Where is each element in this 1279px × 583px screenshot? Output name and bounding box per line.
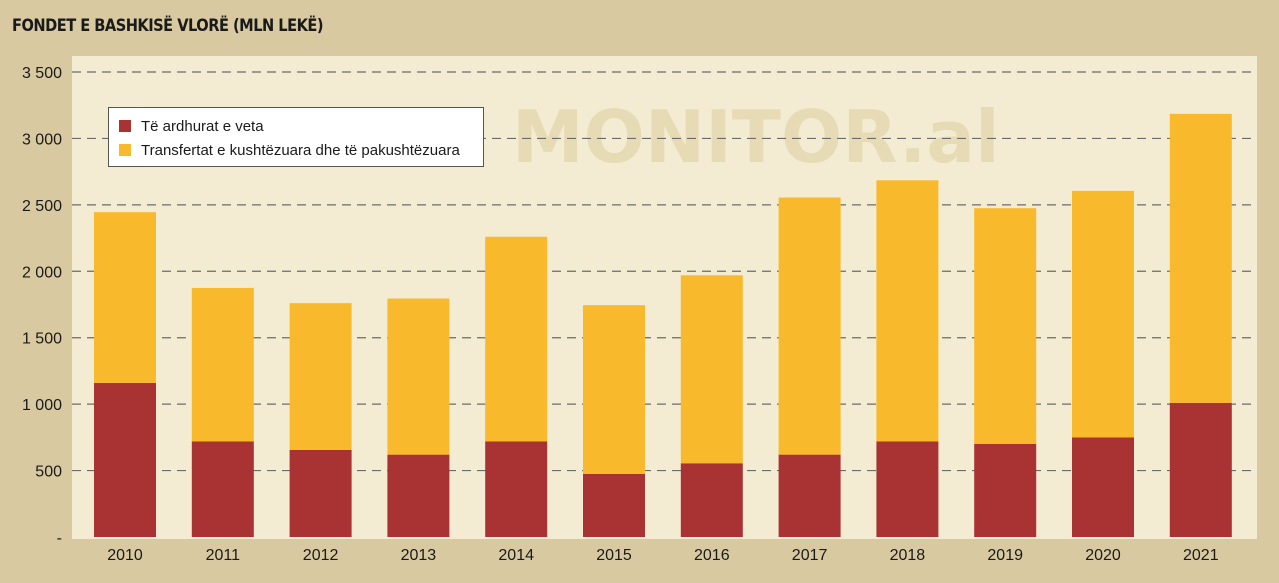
legend-item-transfers: Transfertat e kushtëzuara dhe të pakusht…: [119, 140, 460, 160]
bar-own-revenue: [289, 449, 352, 537]
bar-own-revenue: [191, 441, 254, 537]
bar-transfers: [876, 180, 939, 442]
bar-transfers: [1169, 113, 1232, 403]
bar-own-revenue: [974, 444, 1037, 537]
y-tick-label: 2 000: [22, 264, 62, 281]
bar-transfers: [778, 197, 841, 455]
y-tick-label: 2 500: [22, 198, 62, 215]
bar-own-revenue: [387, 454, 450, 537]
bar-own-revenue: [94, 382, 156, 537]
x-tick-label: 2012: [303, 547, 339, 564]
x-tick-label: 2020: [1085, 547, 1121, 564]
bars: [94, 113, 1232, 537]
x-tick-label: 2017: [792, 547, 828, 564]
bar-transfers: [94, 212, 156, 383]
bar-transfers: [191, 287, 254, 442]
x-axis-ticks: 2010 2011 2012 2013 2014 2015 2016 2017 2018 2019…: [107, 547, 1218, 564]
bar-own-revenue: [1072, 437, 1134, 537]
bar-own-revenue: [680, 463, 743, 537]
bar-own-revenue: [1169, 402, 1232, 537]
x-tick-label: 2015: [596, 547, 632, 564]
y-tick-label: 3 000: [22, 131, 62, 148]
x-tick-label: 2016: [694, 547, 730, 564]
bar-transfers: [974, 208, 1037, 444]
bar-transfers: [289, 303, 352, 450]
x-tick-label: 2019: [987, 547, 1023, 564]
legend-swatch-own-revenue: [119, 120, 131, 132]
x-tick-label: 2021: [1183, 547, 1219, 564]
y-tick-label: 500: [35, 464, 62, 481]
y-tick-label: 1 000: [22, 397, 62, 414]
bar-transfers: [583, 305, 645, 474]
chart-title: FONDET E BASHKISË VLORË (MLN LEKË): [12, 16, 324, 36]
bar-own-revenue: [583, 473, 645, 537]
y-axis-ticks: - 500 1 000 1 500 2 000 2 500 3 000 3 500: [22, 65, 62, 547]
bar-own-revenue: [876, 441, 939, 537]
x-tick-label: 2011: [206, 547, 241, 564]
x-tick-label: 2010: [107, 547, 143, 564]
y-tick-label: 1 500: [22, 331, 62, 348]
gridlines: [72, 71, 1257, 472]
legend: Të ardhurat e veta Transfertat e kushtëz…: [108, 107, 484, 167]
x-tick-label: 2013: [401, 547, 437, 564]
legend-label-transfers: Transfertat e kushtëzuara dhe të pakusht…: [141, 141, 460, 159]
bar-transfers: [680, 275, 743, 464]
legend-swatch-transfers: [119, 144, 131, 156]
watermark: MONITOR.al: [512, 95, 1000, 179]
y-tick-label: -: [57, 530, 62, 547]
x-tick-label: 2018: [890, 547, 926, 564]
x-tick-label: 2014: [498, 547, 534, 564]
bar-transfers: [387, 298, 450, 455]
bar-own-revenue: [485, 441, 548, 537]
legend-label-own-revenue: Të ardhurat e veta: [141, 117, 264, 135]
y-tick-label: 3 500: [22, 65, 62, 82]
bar-transfers: [1072, 190, 1134, 438]
bar-transfers: [485, 236, 548, 442]
legend-item-own-revenue: Të ardhurat e veta: [119, 116, 264, 136]
bar-own-revenue: [778, 454, 841, 537]
